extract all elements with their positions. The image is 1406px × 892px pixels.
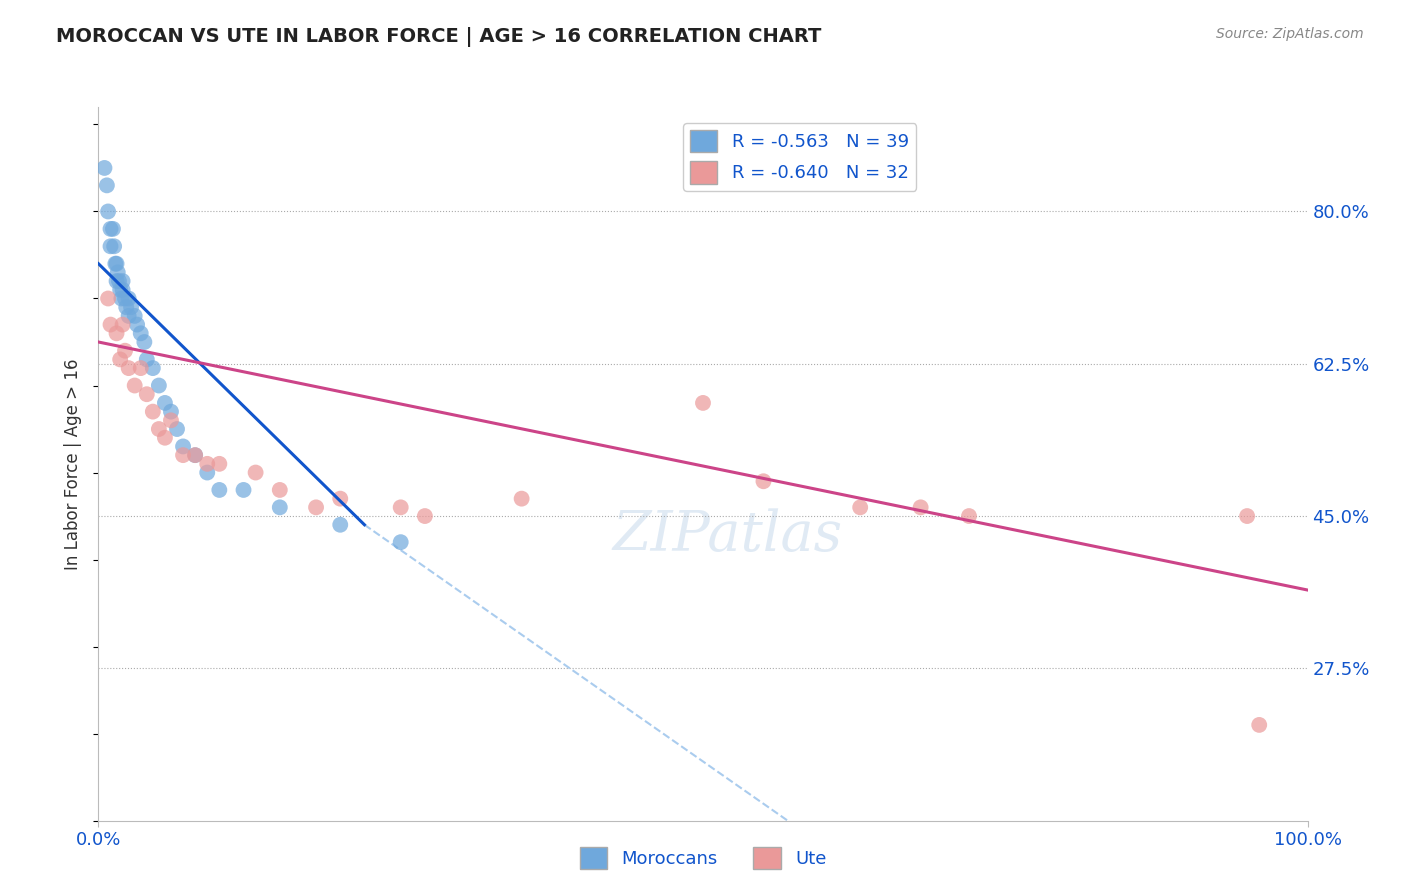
Point <box>172 439 194 453</box>
Point <box>269 483 291 497</box>
Point <box>413 509 436 524</box>
Y-axis label: In Labor Force | Age > 16: In Labor Force | Age > 16 <box>65 358 83 570</box>
Point <box>118 361 141 376</box>
Point <box>96 178 118 193</box>
Point <box>1249 718 1271 732</box>
Text: ZIPatlas: ZIPatlas <box>612 508 842 563</box>
Point <box>142 404 165 418</box>
Point <box>124 378 146 392</box>
Point <box>127 318 149 332</box>
Point <box>100 222 122 236</box>
Point <box>160 404 183 418</box>
Point <box>100 239 122 253</box>
Point <box>142 361 165 376</box>
Point <box>184 448 207 462</box>
Point <box>124 309 146 323</box>
Point <box>93 161 115 175</box>
Point <box>245 466 267 480</box>
Point <box>153 431 176 445</box>
Text: Source: ZipAtlas.com: Source: ZipAtlas.com <box>1216 27 1364 41</box>
Point <box>104 257 127 271</box>
Point <box>160 413 183 427</box>
Point <box>135 352 157 367</box>
Point <box>208 457 231 471</box>
Point <box>111 318 134 332</box>
Point <box>195 466 218 480</box>
Point <box>148 378 170 392</box>
Point <box>103 239 125 253</box>
Point <box>269 500 291 515</box>
Point <box>510 491 533 506</box>
Point <box>329 517 352 532</box>
Point <box>148 422 170 436</box>
Point <box>129 326 152 341</box>
Point <box>910 500 932 515</box>
Point <box>172 448 194 462</box>
Point <box>111 274 134 288</box>
Point <box>305 500 328 515</box>
Point <box>108 274 131 288</box>
Legend: Moroccans, Ute: Moroccans, Ute <box>572 839 834 876</box>
Point <box>389 500 412 515</box>
Point <box>329 491 352 506</box>
Point <box>111 283 134 297</box>
Point <box>118 309 141 323</box>
Point <box>752 475 775 489</box>
Point <box>105 326 128 341</box>
Point <box>105 257 128 271</box>
Point <box>107 265 129 279</box>
Point <box>135 387 157 401</box>
Point <box>108 352 131 367</box>
Point <box>129 361 152 376</box>
Point <box>184 448 207 462</box>
Point <box>166 422 188 436</box>
Point <box>232 483 254 497</box>
Point <box>114 292 136 306</box>
Point <box>849 500 872 515</box>
Point <box>153 396 176 410</box>
Point <box>101 222 124 236</box>
Point <box>115 300 138 314</box>
Point <box>208 483 231 497</box>
Point <box>389 535 412 549</box>
Point <box>118 292 141 306</box>
Point <box>108 283 131 297</box>
Point <box>100 318 122 332</box>
Point <box>114 343 136 358</box>
Point <box>957 509 980 524</box>
Point <box>195 457 218 471</box>
Text: MOROCCAN VS UTE IN LABOR FORCE | AGE > 16 CORRELATION CHART: MOROCCAN VS UTE IN LABOR FORCE | AGE > 1… <box>56 27 821 46</box>
Point <box>692 396 714 410</box>
Point <box>110 292 132 306</box>
Point <box>1236 509 1258 524</box>
Point <box>97 292 120 306</box>
Point <box>120 300 142 314</box>
Point <box>134 334 156 349</box>
Point <box>105 274 128 288</box>
Point <box>97 204 120 219</box>
